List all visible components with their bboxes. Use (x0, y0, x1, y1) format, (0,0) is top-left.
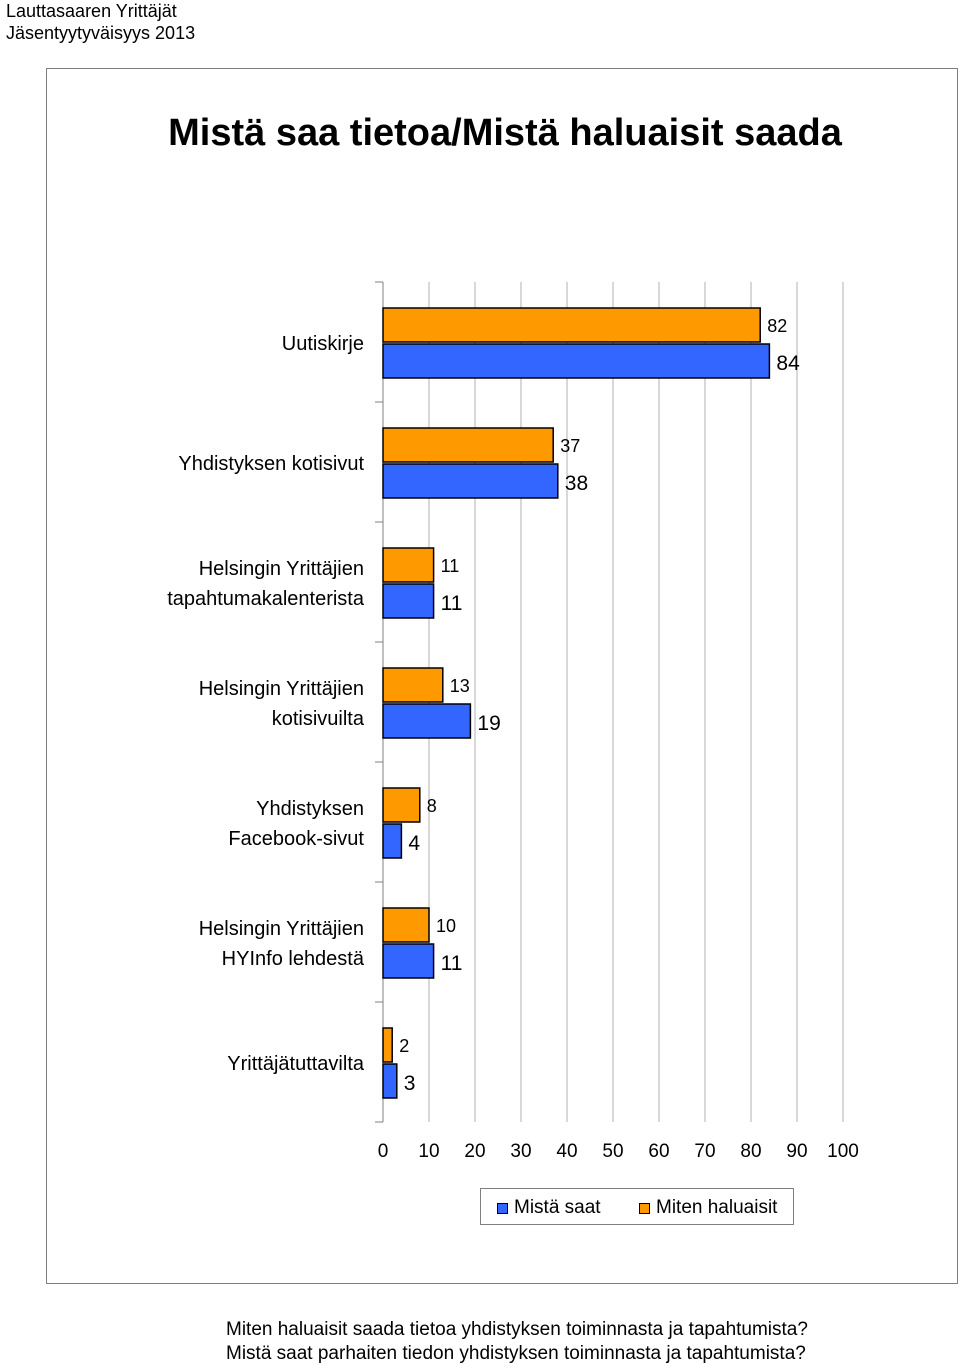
footer-question-1: Miten haluaisit saada tietoa yhdistyksen… (226, 1319, 808, 1340)
category-label: Uutiskirje (282, 333, 364, 355)
bar-miten-haluaisit (382, 907, 430, 943)
bar-miten-haluaisit (382, 787, 421, 823)
data-label-miten-haluaisit: 13 (450, 676, 470, 696)
x-tick-label: 40 (556, 1141, 577, 1162)
x-tick-label: 0 (378, 1141, 389, 1162)
data-label-mista-saat: 11 (441, 952, 463, 975)
category-label: Helsingin Yrittäjien (199, 918, 364, 940)
footer-question-2: Mistä saat parhaiten tiedon yhdistyksen … (226, 1343, 806, 1364)
bar-mista-saat (382, 823, 403, 859)
chart-legend: Mistä saat Miten haluaisit (480, 1188, 794, 1225)
category-label: Helsingin Yrittäjien (199, 558, 364, 580)
bar-mista-saat (382, 583, 435, 619)
x-tick-label: 20 (464, 1141, 485, 1162)
bar-mista-saat (382, 943, 435, 979)
category-label: Yhdistyksen (256, 798, 364, 820)
chart-frame (46, 68, 958, 1284)
x-tick-label: 10 (418, 1141, 439, 1162)
data-label-mista-saat: 38 (565, 472, 588, 495)
chart-title: Mistä saa tietoa/Mistä haluaisit saada (168, 112, 842, 154)
category-label: tapahtumakalenterista (167, 588, 365, 610)
data-label-mista-saat: 4 (408, 832, 420, 855)
bar-miten-haluaisit (382, 547, 435, 583)
data-label-miten-haluaisit: 82 (767, 316, 787, 336)
x-tick-label: 30 (510, 1141, 531, 1162)
data-label-miten-haluaisit: 11 (441, 556, 460, 576)
bar-miten-haluaisit (382, 307, 761, 343)
x-tick-label: 90 (786, 1141, 807, 1162)
data-label-miten-haluaisit: 10 (436, 916, 456, 936)
category-label: Yhdistyksen kotisivut (178, 453, 364, 475)
legend-label-mista-saat: Mistä saat (514, 1197, 601, 1218)
data-label-miten-haluaisit: 8 (427, 796, 437, 816)
bar-mista-saat (382, 463, 559, 499)
data-label-miten-haluaisit: 2 (399, 1036, 409, 1056)
x-tick-label: 80 (740, 1141, 761, 1162)
legend-item-miten-haluaisit: Miten haluaisit (639, 1197, 777, 1219)
legend-item-mista-saat: Mistä saat (497, 1197, 601, 1219)
category-label: kotisivuilta (272, 708, 365, 730)
data-label-mista-saat: 19 (477, 712, 500, 735)
category-label: Yrittäjätuttavilta (227, 1053, 365, 1075)
bar-mista-saat (382, 703, 472, 739)
bar-mista-saat (382, 343, 771, 379)
x-tick-label: 100 (827, 1141, 859, 1162)
bar-miten-haluaisit (382, 427, 554, 463)
legend-label-miten-haluaisit: Miten haluaisit (656, 1197, 778, 1218)
legend-swatch-blue (497, 1202, 508, 1214)
category-label: HYInfo lehdestä (222, 948, 365, 970)
x-tick-label: 70 (694, 1141, 715, 1162)
data-label-mista-saat: 84 (776, 352, 800, 375)
data-label-mista-saat: 3 (404, 1072, 416, 1095)
category-label: Helsingin Yrittäjien (199, 678, 364, 700)
bar-miten-haluaisit (382, 667, 444, 703)
bar-mista-saat (382, 1063, 398, 1099)
x-tick-label: 50 (602, 1141, 623, 1162)
legend-swatch-orange (639, 1202, 650, 1214)
report-org-title: Lauttasaaren Yrittäjät (6, 1, 177, 21)
x-tick-label: 60 (648, 1141, 669, 1162)
bar-miten-haluaisit (382, 1027, 393, 1063)
category-label: Facebook-sivut (228, 828, 364, 850)
data-label-mista-saat: 11 (441, 592, 463, 615)
data-label-miten-haluaisit: 37 (560, 436, 580, 456)
report-subtitle: Jäsentyytyväisyys 2013 (6, 23, 196, 43)
